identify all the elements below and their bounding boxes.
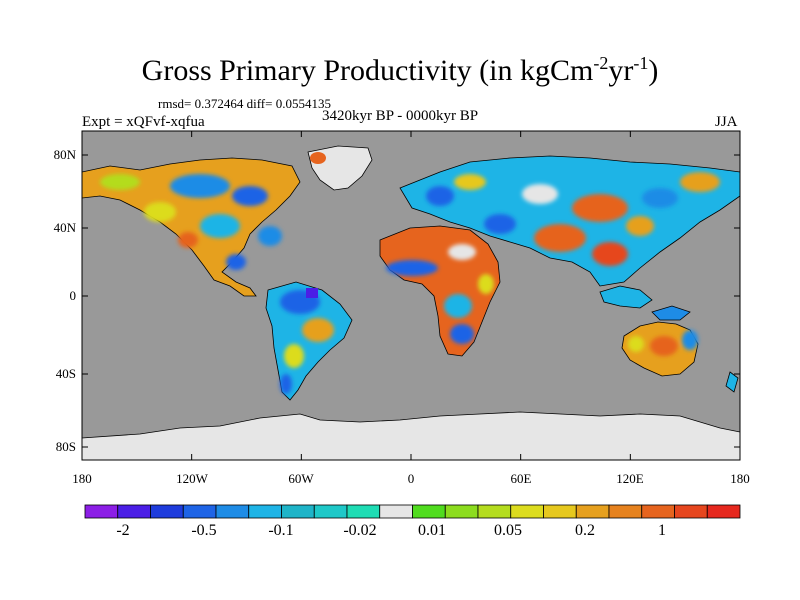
y-tick-label: 80S xyxy=(56,439,76,454)
colorbar-swatch xyxy=(608,504,643,519)
greenland-patch xyxy=(310,152,326,164)
colorbar-label: -0.02 xyxy=(343,522,376,539)
colorbar-swatch xyxy=(412,504,446,519)
y-tick-label: 80N xyxy=(54,147,77,162)
maritime-asia xyxy=(599,285,653,309)
x-tick-label: 180 xyxy=(72,471,92,486)
experiment-label: Expt = xQFvf-xqfua xyxy=(82,114,205,130)
map-title: Gross Primary Productivity (in kgCm-2yr-… xyxy=(141,53,659,87)
colorbar-swatch xyxy=(444,504,479,519)
x-tick-label: 120W xyxy=(176,471,209,486)
colorbar-swatch xyxy=(215,504,250,519)
colorbar-label: 1 xyxy=(658,522,666,539)
x-tick-label: 180 xyxy=(730,471,750,486)
colorbar-swatch xyxy=(543,504,577,519)
period-label: 3420kyr BP - 0000kyr BP xyxy=(321,108,479,124)
colorbar-label: -2 xyxy=(116,522,129,539)
colorbar-label: 0.2 xyxy=(575,522,595,539)
colorbar-swatch xyxy=(674,504,708,519)
stats-line: rmsd= 0.372464 diff= 0.0554135 xyxy=(158,96,331,111)
colorbar-swatch xyxy=(182,504,217,519)
colorbar-swatch xyxy=(248,504,282,519)
amazon-min-patch xyxy=(306,288,318,298)
colorbar-label: -0.1 xyxy=(268,522,293,539)
colorbar xyxy=(84,504,741,519)
colorbar-swatch xyxy=(379,504,413,519)
new-guinea xyxy=(651,305,691,321)
y-tick-label: 0 xyxy=(70,288,77,303)
colorbar-label: 0.05 xyxy=(494,522,522,539)
colorbar-swatch xyxy=(313,504,348,519)
colorbar-swatch xyxy=(706,504,741,519)
land-field xyxy=(82,145,740,460)
colorbar-swatch xyxy=(346,504,381,519)
south-america xyxy=(265,281,353,401)
antarctica xyxy=(82,411,740,460)
y-tick-label: 40S xyxy=(56,366,76,381)
x-tick-label: 60E xyxy=(511,471,532,486)
colorbar-label: -0.5 xyxy=(191,522,216,539)
colorbar-swatch xyxy=(150,504,184,519)
x-tick-label: 0 xyxy=(408,471,415,486)
y-axis-labels: 80N 40N 0 40S 80S xyxy=(54,147,77,454)
axis-ticks xyxy=(81,131,741,460)
season-label: JJA xyxy=(715,114,738,130)
colorbar-swatch xyxy=(477,504,512,519)
new-zealand xyxy=(725,371,739,393)
x-tick-label: 60W xyxy=(288,471,314,486)
colorbar-swatch xyxy=(641,504,675,519)
x-axis-labels: 180 120W 60W 0 60E 120E 180 xyxy=(72,471,750,486)
colorbar-labels: -2 -0.5 -0.1 -0.02 0.01 0.05 0.2 1 xyxy=(116,522,666,539)
colorbar-swatch xyxy=(575,504,610,519)
x-tick-label: 120E xyxy=(616,471,644,486)
y-tick-label: 40N xyxy=(54,220,77,235)
colorbar-swatch xyxy=(510,504,544,519)
colorbar-swatch xyxy=(117,504,151,519)
colorbar-label: 0.01 xyxy=(418,522,446,539)
colorbar-swatch xyxy=(281,504,315,519)
colorbar-swatch xyxy=(84,504,119,519)
